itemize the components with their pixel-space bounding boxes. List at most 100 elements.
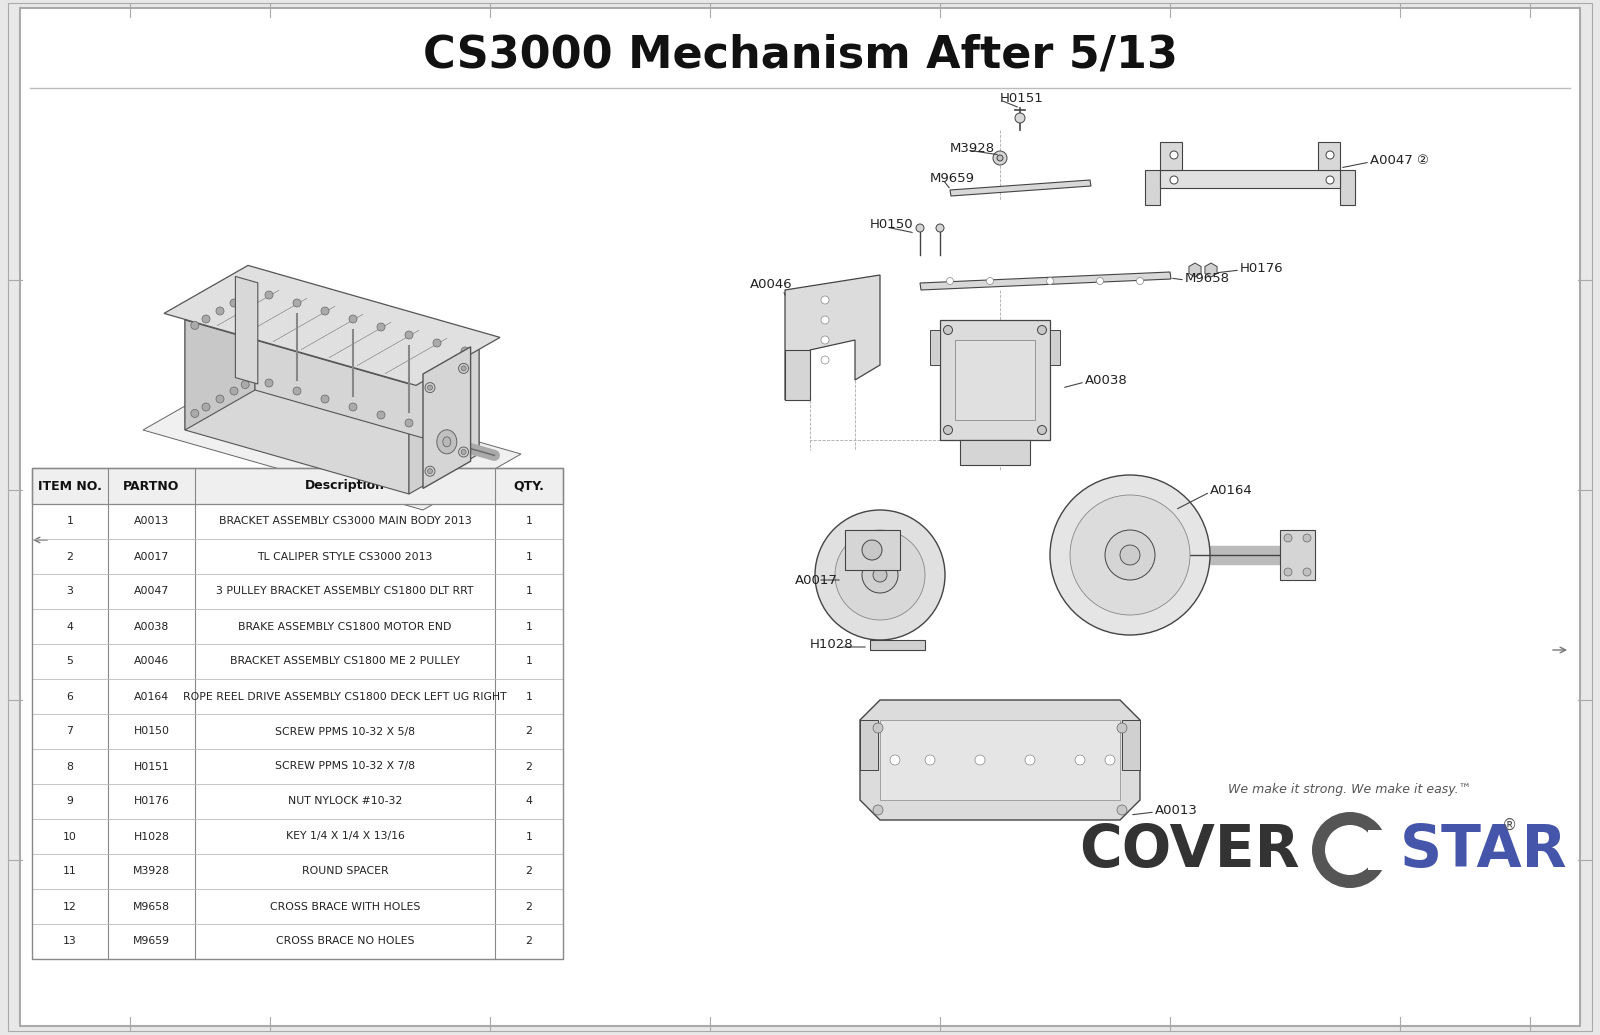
- Circle shape: [293, 387, 301, 395]
- Bar: [941, 320, 1050, 440]
- Circle shape: [378, 411, 386, 419]
- Circle shape: [426, 466, 435, 476]
- Bar: [32, 468, 563, 504]
- Circle shape: [1096, 277, 1104, 285]
- Circle shape: [1283, 534, 1293, 542]
- Ellipse shape: [443, 437, 451, 447]
- Text: M9658: M9658: [133, 901, 170, 912]
- Text: H0151: H0151: [1000, 91, 1043, 105]
- Circle shape: [427, 469, 432, 474]
- Circle shape: [925, 755, 934, 765]
- Text: STAR: STAR: [1400, 822, 1568, 879]
- Circle shape: [230, 299, 238, 307]
- Text: 11: 11: [62, 866, 77, 877]
- Circle shape: [202, 315, 210, 323]
- Circle shape: [461, 366, 466, 371]
- Polygon shape: [142, 374, 522, 510]
- Text: A0164: A0164: [134, 691, 170, 702]
- Circle shape: [994, 151, 1006, 165]
- Ellipse shape: [437, 430, 458, 453]
- Circle shape: [944, 325, 952, 334]
- Circle shape: [1136, 277, 1144, 285]
- Bar: [960, 440, 1030, 465]
- Polygon shape: [920, 272, 1171, 290]
- Circle shape: [202, 403, 210, 411]
- Text: ITEM NO.: ITEM NO.: [38, 479, 102, 493]
- Circle shape: [915, 224, 925, 232]
- Polygon shape: [422, 347, 470, 489]
- Text: 10: 10: [62, 831, 77, 841]
- Circle shape: [1106, 755, 1115, 765]
- Text: A0047: A0047: [134, 587, 170, 596]
- Polygon shape: [410, 344, 478, 494]
- Bar: [861, 720, 878, 770]
- Bar: [1160, 142, 1182, 170]
- Circle shape: [461, 347, 469, 355]
- Text: A0164: A0164: [1210, 483, 1253, 497]
- Circle shape: [1302, 534, 1310, 542]
- Circle shape: [1046, 277, 1053, 285]
- Circle shape: [821, 296, 829, 304]
- Bar: [1122, 720, 1139, 770]
- Text: PARTNO: PARTNO: [123, 479, 179, 493]
- Text: COVER: COVER: [1080, 822, 1299, 879]
- Text: 6: 6: [67, 691, 74, 702]
- Circle shape: [1120, 545, 1139, 565]
- Circle shape: [874, 723, 883, 733]
- Text: 2: 2: [67, 552, 74, 562]
- Circle shape: [459, 447, 469, 457]
- Circle shape: [1117, 805, 1126, 815]
- Circle shape: [1170, 151, 1178, 159]
- Polygon shape: [254, 280, 478, 454]
- Text: 1: 1: [525, 656, 533, 667]
- Circle shape: [874, 568, 886, 582]
- Circle shape: [242, 293, 250, 300]
- Text: H1028: H1028: [810, 639, 854, 651]
- Text: CROSS BRACE WITH HOLES: CROSS BRACE WITH HOLES: [270, 901, 421, 912]
- Text: 1: 1: [525, 621, 533, 631]
- Bar: [930, 330, 941, 365]
- Text: 4: 4: [525, 797, 533, 806]
- Circle shape: [1050, 475, 1210, 635]
- Circle shape: [1070, 495, 1190, 615]
- Bar: [1280, 530, 1315, 580]
- Circle shape: [1302, 568, 1310, 576]
- Text: H0176: H0176: [133, 797, 170, 806]
- Circle shape: [434, 427, 442, 435]
- Text: 7: 7: [67, 727, 74, 737]
- Circle shape: [1037, 425, 1046, 435]
- Text: SCREW PPMS 10-32 X 5/8: SCREW PPMS 10-32 X 5/8: [275, 727, 414, 737]
- Polygon shape: [235, 276, 258, 384]
- Text: A0017: A0017: [134, 552, 170, 562]
- Circle shape: [1312, 812, 1389, 888]
- Text: SCREW PPMS 10-32 X 7/8: SCREW PPMS 10-32 X 7/8: [275, 762, 414, 771]
- Circle shape: [190, 322, 198, 329]
- Text: 5: 5: [67, 656, 74, 667]
- Polygon shape: [186, 320, 410, 494]
- Text: H0176: H0176: [1240, 262, 1283, 274]
- Bar: [32, 468, 563, 959]
- Circle shape: [322, 395, 330, 403]
- Polygon shape: [1205, 263, 1218, 277]
- Bar: [955, 341, 1035, 420]
- Circle shape: [1014, 113, 1026, 123]
- Polygon shape: [186, 280, 478, 384]
- Text: 1: 1: [525, 831, 533, 841]
- Circle shape: [862, 540, 882, 560]
- Circle shape: [1283, 568, 1293, 576]
- Circle shape: [890, 755, 899, 765]
- Text: H0150: H0150: [870, 218, 914, 232]
- Circle shape: [349, 315, 357, 323]
- Circle shape: [1326, 151, 1334, 159]
- Text: 8: 8: [67, 762, 74, 771]
- Text: KEY 1/4 X 1/4 X 13/16: KEY 1/4 X 1/4 X 13/16: [285, 831, 405, 841]
- Text: 2: 2: [525, 901, 533, 912]
- Text: 1: 1: [525, 691, 533, 702]
- Text: ROUND SPACER: ROUND SPACER: [302, 866, 389, 877]
- Circle shape: [835, 530, 925, 620]
- Polygon shape: [950, 180, 1091, 196]
- Circle shape: [405, 331, 413, 339]
- Circle shape: [266, 379, 274, 387]
- Circle shape: [1117, 723, 1126, 733]
- Text: A0038: A0038: [1085, 374, 1128, 386]
